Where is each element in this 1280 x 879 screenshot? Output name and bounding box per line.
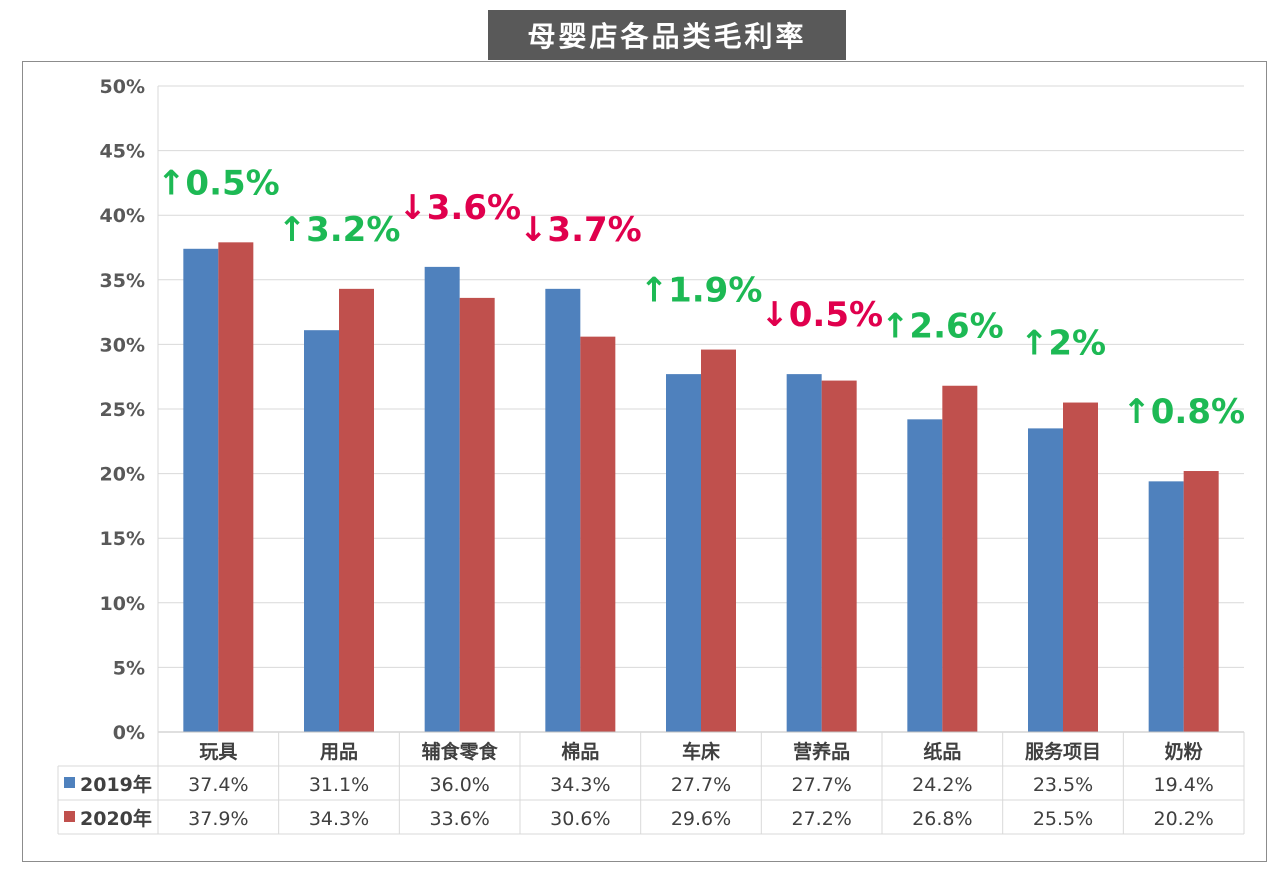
bar-2020 [218,242,254,732]
data-table-value: 20.2% [1153,808,1213,830]
data-table-value: 27.2% [791,808,851,830]
legend-label: 2020年 [80,807,152,830]
y-tick-label: 20% [100,464,145,486]
change-annotation: ↓3.6% [398,188,521,228]
legend-key [64,811,75,822]
y-tick-label: 30% [100,334,145,356]
y-tick-label: 5% [113,657,145,679]
change-annotation: ↑2% [1020,324,1106,364]
change-annotation: ↓3.7% [519,210,642,250]
data-table-value: 33.6% [429,808,489,830]
data-table-value: 31.1% [309,774,369,796]
bar-2020 [459,297,495,732]
data-table-value: 34.3% [550,774,610,796]
category-label: 用品 [320,741,358,763]
bar-2020 [339,288,374,732]
bar-2020 [1063,402,1098,732]
y-tick-label: 15% [100,528,145,550]
bar-2019 [1028,428,1063,732]
change-annotation: ↑1.9% [640,271,763,311]
category-label: 辅食零食 [422,740,499,763]
category-label: 奶粉 [1165,740,1203,763]
change-annotation: ↑2.6% [881,307,1004,347]
bar-2020 [942,385,978,732]
category-label: 车床 [682,740,720,763]
data-table-value: 26.8% [912,808,972,830]
data-table-value: 34.3% [309,808,369,830]
data-table-value: 29.6% [671,808,731,830]
bar-2019 [786,374,822,732]
y-tick-label: 45% [100,141,145,163]
data-table-value: 36.0% [429,774,489,796]
y-tick-label: 35% [100,270,145,292]
category-label: 棉品 [561,740,599,763]
category-label: 纸品 [923,740,961,763]
bar-2020 [1183,471,1219,732]
legend-label: 2019年 [80,773,152,796]
y-tick-label: 0% [113,722,145,744]
bar-2020 [580,336,616,732]
change-annotation: ↑3.2% [278,210,401,250]
bar-2019 [424,266,460,732]
data-table-value: 37.4% [188,774,248,796]
change-annotation: ↑0.5% [157,163,280,203]
data-table-value: 27.7% [791,774,851,796]
chart-frame [22,61,1267,862]
data-table-value: 37.9% [188,808,248,830]
y-tick-label: 10% [100,593,145,615]
bar-2019 [545,288,581,732]
bar-2019 [666,374,701,732]
bar-2019 [907,419,943,732]
y-tick-label: 25% [100,399,145,421]
data-table-value: 23.5% [1033,774,1093,796]
change-annotation: ↓0.5% [760,295,883,335]
legend-key [64,777,75,788]
data-table-value: 25.5% [1033,808,1093,830]
category-label: 营养品 [793,740,850,763]
category-label: 玩具 [199,741,237,763]
bar-2020 [701,349,736,732]
category-label: 服务项目 [1025,740,1101,763]
change-annotation: ↑0.8% [1122,392,1245,432]
bar-2020 [821,380,857,732]
data-table-value: 19.4% [1153,774,1213,796]
data-table-value: 24.2% [912,774,972,796]
bar-2019 [1148,481,1184,732]
bar-2019 [183,248,219,733]
y-tick-label: 50% [100,76,145,98]
y-tick-label: 40% [100,205,145,227]
data-table-value: 30.6% [550,808,610,830]
chart-title: 母婴店各品类毛利率 [488,10,846,60]
data-table-value: 27.7% [671,774,731,796]
bar-2019 [304,330,339,732]
